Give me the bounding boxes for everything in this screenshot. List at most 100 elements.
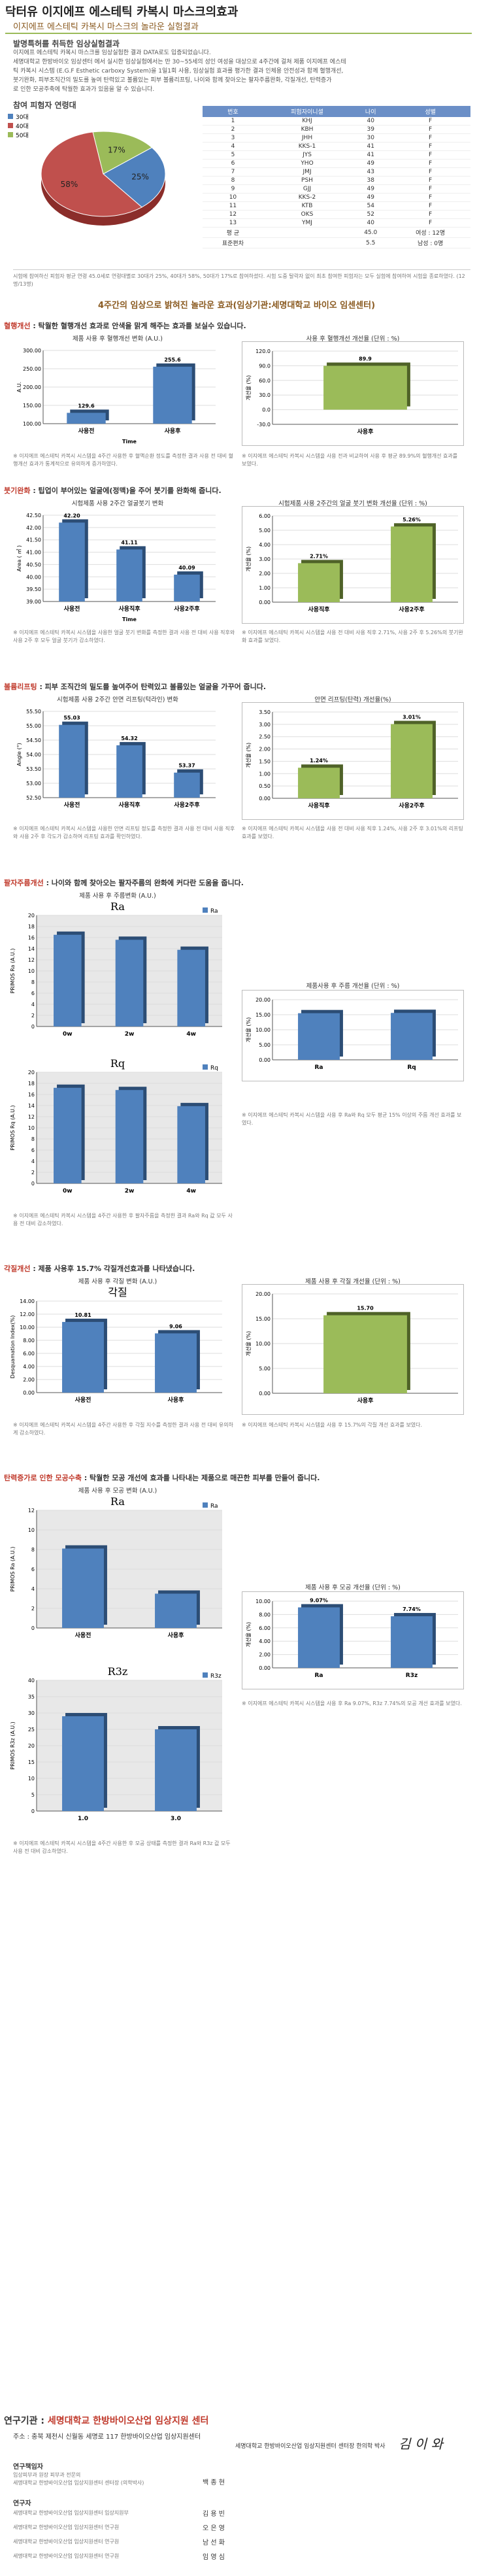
- volume-key: 볼륨리프팅: [4, 683, 37, 691]
- table-cell: [263, 227, 352, 238]
- table-cell: 45.0: [351, 227, 391, 238]
- y-tick-label: 0.00: [259, 1057, 271, 1063]
- table-cell: F: [390, 117, 470, 126]
- y-tick-label: 54.50: [26, 737, 41, 743]
- y-tick-label: 12: [28, 957, 35, 963]
- y-tick-label: 40: [28, 1678, 35, 1684]
- pore-left-title: 제품 사용 후 모공 변화 (A.U.): [78, 1487, 157, 1495]
- y-tick-label: 2.00: [259, 571, 271, 577]
- page-subtitle: 이지에프 에스테틱 카복시 마스크의 놀라운 실험결과: [13, 22, 199, 32]
- y-tick-label: 12: [28, 1508, 35, 1514]
- table-cell: KKS-1: [263, 142, 352, 151]
- summary-line: 붓기완화, 피부조직간의 밀도를 높여 탄력있고 볼륨있는 피부 볼륨리프팅, …: [13, 77, 332, 84]
- table-cell: 평 균: [203, 227, 263, 238]
- y-tick-label: 18: [28, 924, 35, 930]
- table-cell: 여성 : 12명: [390, 227, 470, 238]
- bar: [62, 1321, 104, 1393]
- y-tick-label: 15.00: [255, 1012, 271, 1018]
- table-cell: 41: [351, 150, 391, 160]
- volume-right-note: ※ 이지에프 에스테틱 카복시 시스템을 사용 전 대비 사용 직후 1.24%…: [242, 826, 463, 839]
- y-tick-label: 150.00: [23, 403, 41, 409]
- y-tick-label: 0.0: [262, 407, 271, 413]
- bar: [155, 1593, 197, 1628]
- x-tick-label: 사용전: [78, 427, 95, 435]
- table-row: 8 PSH 38 F: [203, 176, 470, 185]
- table-cell: 표준편차: [203, 237, 263, 248]
- y-tick-label: 4: [31, 1002, 35, 1008]
- x-tick-label: 사용직후: [118, 605, 140, 613]
- x-tick-label: 4w: [186, 1188, 196, 1195]
- subjects-heading: 참여 피험자 연령대: [13, 101, 76, 110]
- signature: 김 이 와: [399, 2436, 443, 2452]
- y-axis-label: PRIMOS Ra (A.U.): [10, 949, 16, 994]
- bar: [298, 1013, 340, 1060]
- x-tick-label: 4w: [186, 1031, 196, 1038]
- y-tick-label: 15: [28, 1759, 35, 1765]
- bar: [391, 724, 433, 798]
- chart-title: Ra: [110, 900, 125, 913]
- puff-heading: 붓기완화 : 팁업이 부어있는 얼굴에(정맥)을 주어 붓기를 완화해 줍니다.: [4, 485, 222, 496]
- table-cell: 1: [203, 117, 263, 126]
- wrinkle-right-box: 20.00 15.00 10.00 5.00 0.00 개선율 (%) Ra Rq: [242, 990, 464, 1081]
- x-tick-label: 사용후: [165, 427, 182, 435]
- y-axis-label: PRIMOS Ra (A.U.): [10, 1547, 16, 1592]
- bar-value-label: 54.32: [121, 736, 137, 741]
- x-tick-label: R3z: [406, 1672, 418, 1679]
- table-cell: GJJ: [263, 184, 352, 194]
- y-tick-label: 10: [28, 1527, 35, 1533]
- bar-value-label: 53.37: [178, 763, 195, 769]
- y-axis-label: 개선율 (%): [245, 375, 252, 400]
- pore-heading: 탄력증가로 인한 모공수축 : 탁월한 모공 개선에 효과를 나타내는 제품으로…: [4, 1472, 320, 1483]
- y-tick-label: 30: [28, 1710, 35, 1716]
- table-cell: 3: [203, 133, 263, 143]
- y-tick-label: 5: [31, 1792, 35, 1798]
- bar: [391, 526, 433, 602]
- legend-label: R3z: [210, 1673, 222, 1680]
- y-axis-label: Area ( ㎡ ): [16, 545, 22, 571]
- divider: [5, 33, 472, 34]
- blood-key: 혈행개선: [4, 322, 31, 330]
- y-tick-label: 2.00: [23, 1377, 35, 1383]
- wrinkle-heading: 팔자주름개선 : 나이와 함께 찾아오는 팔자주름의 완화에 커다란 도움을 줍…: [4, 877, 244, 888]
- table-cell: KKS-2: [263, 193, 352, 202]
- table-cell: 49: [351, 159, 391, 168]
- y-tick-label: 2: [31, 1170, 35, 1176]
- table-cell: F: [390, 201, 470, 211]
- table-cell: 40: [351, 117, 391, 126]
- y-tick-label: 14.00: [20, 1298, 35, 1304]
- blood-heading: 혈행개선 : 탁월한 혈행개선 효과로 안색을 맑게 해주는 효과를 보실수 있…: [4, 320, 246, 331]
- x-axis-label: Time: [122, 617, 137, 622]
- volume-right-box: 3.50 3.00 2.50 2.00 1.50 1.00 0.50 0.00 개선율 (%) 1…: [242, 702, 464, 820]
- table-summary-row: 평 균 45.0 여성 : 12명: [203, 227, 470, 238]
- table-cell: KBH: [263, 125, 352, 134]
- pie-slice: [41, 131, 142, 217]
- y-tick-label: 55.50: [26, 709, 41, 715]
- table-row: 6 YHO 49 F: [203, 159, 470, 168]
- table-cell: PSH: [263, 176, 352, 185]
- y-tick-label: 20.00: [255, 1291, 271, 1297]
- bar: [59, 724, 85, 798]
- table-row: 5 JYS 41 F: [203, 150, 470, 160]
- bar: [391, 1013, 433, 1060]
- y-tick-label: 25: [28, 1727, 35, 1733]
- y-tick-label: 30.0: [259, 392, 271, 398]
- pie-slice-label: 25%: [131, 172, 149, 181]
- footer-org-name: 세명대학교 한방바이오산업 임상지원 센터: [47, 2416, 209, 2426]
- table-row: 10 KKS-2 49 F: [203, 193, 470, 202]
- legend-swatch: [203, 1672, 208, 1678]
- table-cell: 4: [203, 142, 263, 151]
- y-axis-label: 개선율 (%): [245, 1331, 252, 1356]
- table-row: 9 GJJ 49 F: [203, 184, 470, 194]
- bar-value-label: 40.09: [178, 565, 195, 571]
- y-axis-label: 개선율 (%): [245, 1622, 252, 1647]
- x-tick-label: 사용후: [357, 428, 374, 435]
- bar: [177, 1106, 205, 1183]
- keratin-heading: 각질개선 : 제품 사용후 15.7% 각질개선효과를 나타냈습니다.: [4, 1263, 195, 1274]
- pie-legend-swatch: [8, 123, 13, 128]
- bar: [115, 1090, 144, 1183]
- bar-value-label: 9.07%: [310, 1597, 328, 1603]
- summary-line: 로 인한 모공주축에 탁월한 효과가 있음을 알 수 있습니다.: [13, 86, 155, 93]
- y-tick-label: 39.50: [26, 586, 41, 592]
- puff-desc: : 팁업이 부어있는 얼굴에(정맥)을 주어 붓기를 완화해 줍니다.: [30, 486, 222, 495]
- y-tick-label: 41.00: [26, 550, 41, 556]
